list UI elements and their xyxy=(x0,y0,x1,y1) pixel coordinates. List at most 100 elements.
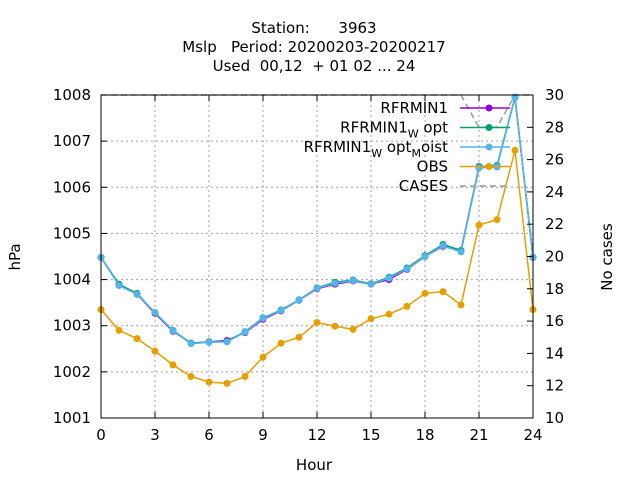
legend-label: RFRMIN1 xyxy=(380,99,448,117)
data-point xyxy=(295,333,303,341)
y2-tick-label: 26 xyxy=(545,151,564,169)
data-point xyxy=(223,379,231,387)
data-point xyxy=(151,347,159,355)
x-tick-label: 15 xyxy=(361,426,380,444)
y2-axis-label: No cases xyxy=(598,223,616,291)
y-axis-label: hPa xyxy=(6,243,24,270)
legend-sample-marker xyxy=(485,163,493,170)
chart-title-line: Mslp Period: 20200203-20200217 xyxy=(182,38,445,56)
x-tick-label: 3 xyxy=(150,426,160,444)
series-lines xyxy=(97,93,537,387)
x-tick-label: 12 xyxy=(307,426,326,444)
x-axis-ticks: 0 3 6 9 12 15 18 21 24 xyxy=(96,95,543,444)
legend-sample-marker xyxy=(485,124,493,131)
data-point xyxy=(313,318,321,326)
y2-tick-label: 10 xyxy=(545,409,564,427)
data-point xyxy=(205,338,213,346)
data-point xyxy=(403,265,411,273)
legend-entry: OBS xyxy=(417,158,510,176)
data-point xyxy=(277,339,285,347)
y2-tick-label: 22 xyxy=(545,215,564,233)
data-point xyxy=(259,314,267,322)
x-tick-label: 18 xyxy=(415,426,434,444)
data-point xyxy=(421,253,429,260)
data-point xyxy=(187,340,195,348)
data-point xyxy=(259,353,267,361)
legend-sample-marker xyxy=(485,104,493,112)
x-axis-label: Hour xyxy=(296,456,333,474)
data-point xyxy=(493,216,501,224)
data-point xyxy=(367,280,375,288)
y-axis-ticks: 1001 1002 1003 1004 1005 1006 1007 1008 xyxy=(53,86,107,427)
data-point xyxy=(475,164,483,172)
legend-entry: RFRMIN1W opt xyxy=(340,119,510,141)
data-point xyxy=(457,301,465,309)
legend-entry: CASES xyxy=(399,177,510,195)
data-point xyxy=(133,335,141,343)
legend-label: RFRMIN1W optMoist xyxy=(304,138,449,160)
data-point xyxy=(115,282,123,290)
data-point xyxy=(169,361,177,369)
data-point xyxy=(385,310,393,318)
x-tick-label: 9 xyxy=(258,426,268,444)
data-point xyxy=(475,221,483,229)
data-point xyxy=(277,306,285,314)
y2-tick-label: 28 xyxy=(545,118,564,136)
data-point xyxy=(349,325,357,333)
data-point xyxy=(403,302,411,310)
data-point xyxy=(223,338,231,346)
data-point xyxy=(133,290,141,298)
legend-sample-marker xyxy=(485,143,493,151)
x-tick-label: 0 xyxy=(96,426,106,444)
legend-entry: RFRMIN1W optMoist xyxy=(304,138,510,160)
y-tick-label: 1006 xyxy=(53,178,91,196)
y2-axis-ticks: 10 12 14 16 18 20 22 24 26 28 30 xyxy=(527,86,564,427)
y2-tick-label: 18 xyxy=(545,280,564,298)
y-tick-label: 1001 xyxy=(53,409,91,427)
data-point xyxy=(349,276,357,284)
data-point xyxy=(457,248,465,256)
data-point xyxy=(241,372,249,380)
data-point xyxy=(367,315,375,323)
x-tick-label: 21 xyxy=(469,426,488,444)
data-point xyxy=(187,372,195,380)
data-point xyxy=(439,242,447,250)
x-tick-label: 6 xyxy=(204,426,214,444)
y2-tick-label: 24 xyxy=(545,183,564,201)
data-point xyxy=(331,279,339,287)
chart-title-line: Station: 3963 xyxy=(251,19,376,37)
data-point xyxy=(313,284,321,292)
data-point xyxy=(151,308,159,316)
y2-tick-label: 14 xyxy=(545,344,564,362)
legend-entry: RFRMIN1 xyxy=(380,99,510,117)
y2-tick-label: 30 xyxy=(545,86,564,104)
data-point xyxy=(421,289,429,297)
data-point xyxy=(295,296,303,304)
chart-title-line: Used 00,12 + 01 02 ... 24 xyxy=(213,57,416,75)
y-tick-label: 1002 xyxy=(53,363,91,381)
y-tick-label: 1007 xyxy=(53,132,91,150)
y2-tick-label: 16 xyxy=(545,312,564,330)
data-point xyxy=(169,327,177,335)
legend-label: CASES xyxy=(399,177,448,195)
y2-tick-label: 12 xyxy=(545,377,564,395)
y-tick-label: 1003 xyxy=(53,317,91,335)
data-point xyxy=(331,322,339,330)
legend-label: OBS xyxy=(417,158,448,176)
legend-label: RFRMIN1W opt xyxy=(340,119,448,141)
data-point xyxy=(511,146,519,154)
y2-tick-label: 20 xyxy=(545,248,564,266)
y-tick-label: 1008 xyxy=(53,86,91,104)
data-point xyxy=(115,326,123,334)
data-point xyxy=(385,274,393,282)
y-tick-label: 1005 xyxy=(53,224,91,242)
data-point xyxy=(241,328,249,336)
data-point xyxy=(205,378,213,386)
x-tick-label: 24 xyxy=(523,426,542,444)
y-tick-label: 1004 xyxy=(53,271,91,289)
data-point xyxy=(511,93,519,101)
data-point xyxy=(439,288,447,296)
